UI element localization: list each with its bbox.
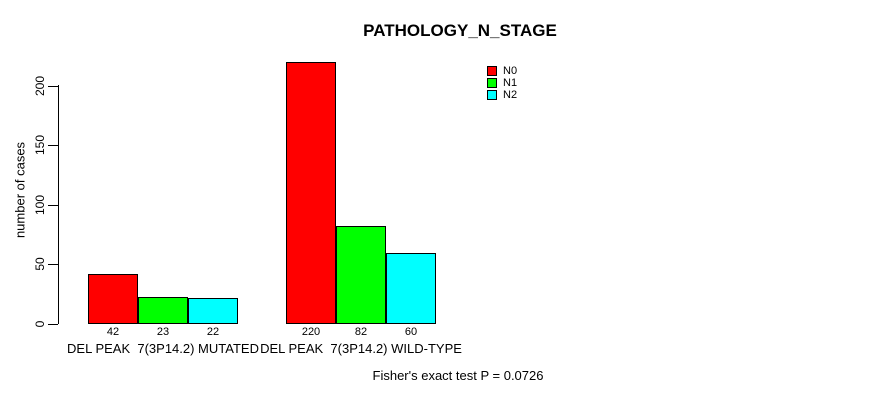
legend-swatch-n2 (487, 90, 497, 100)
y-axis-label: number of cases (12, 141, 28, 239)
category-label-mutated: DEL PEAK 7(3P14.2) MUTATED (67, 341, 259, 356)
y-axis-tick-0 (48, 324, 58, 325)
y-axis-tick-label-50: 50 (33, 257, 47, 271)
bar-value-label-n2-wild-type: 60 (404, 326, 418, 338)
y-axis-tick-label-150: 150 (33, 134, 47, 156)
bar-n1-mutated (138, 297, 188, 324)
legend-swatch-n0 (487, 66, 497, 76)
legend-label-n1: N1 (503, 77, 518, 89)
bar-n0-wild-type (286, 62, 336, 324)
legend-swatch-n1 (487, 78, 497, 88)
bar-n2-wild-type (386, 253, 436, 324)
bar-value-label-n2-mutated: 22 (206, 326, 220, 338)
y-axis-tick-50 (48, 264, 58, 265)
bar-value-label-n1-wild-type: 82 (354, 326, 368, 338)
bar-value-label-n0-wild-type: 220 (301, 326, 321, 338)
y-axis-tick-100 (48, 205, 58, 206)
y-axis-line (58, 85, 59, 324)
legend-item-n0: N0 (487, 65, 567, 77)
legend-label-n0: N0 (503, 65, 518, 77)
bar-value-label-n0-mutated: 42 (106, 326, 120, 338)
bar-value-label-n1-mutated: 23 (156, 326, 170, 338)
legend-item-n1: N1 (487, 77, 567, 89)
y-axis-tick-label-100: 100 (33, 194, 47, 216)
category-label-wild-type: DEL PEAK 7(3P14.2) WILD-TYPE (260, 341, 462, 356)
legend-label-n2: N2 (503, 89, 518, 101)
y-axis-tick-label-0: 0 (33, 320, 47, 328)
chart-title: PATHOLOGY_N_STAGE (363, 21, 557, 40)
bar-n2-mutated (188, 298, 238, 324)
fisher-test-note: Fisher's exact test P = 0.0726 (372, 368, 544, 383)
bar-n1-wild-type (336, 226, 386, 324)
y-axis-tick-label-200: 200 (33, 75, 47, 97)
legend-item-n2: N2 (487, 89, 567, 101)
y-axis-tick-200 (48, 86, 58, 87)
y-axis-tick-150 (48, 145, 58, 146)
bar-n0-mutated (88, 274, 138, 324)
